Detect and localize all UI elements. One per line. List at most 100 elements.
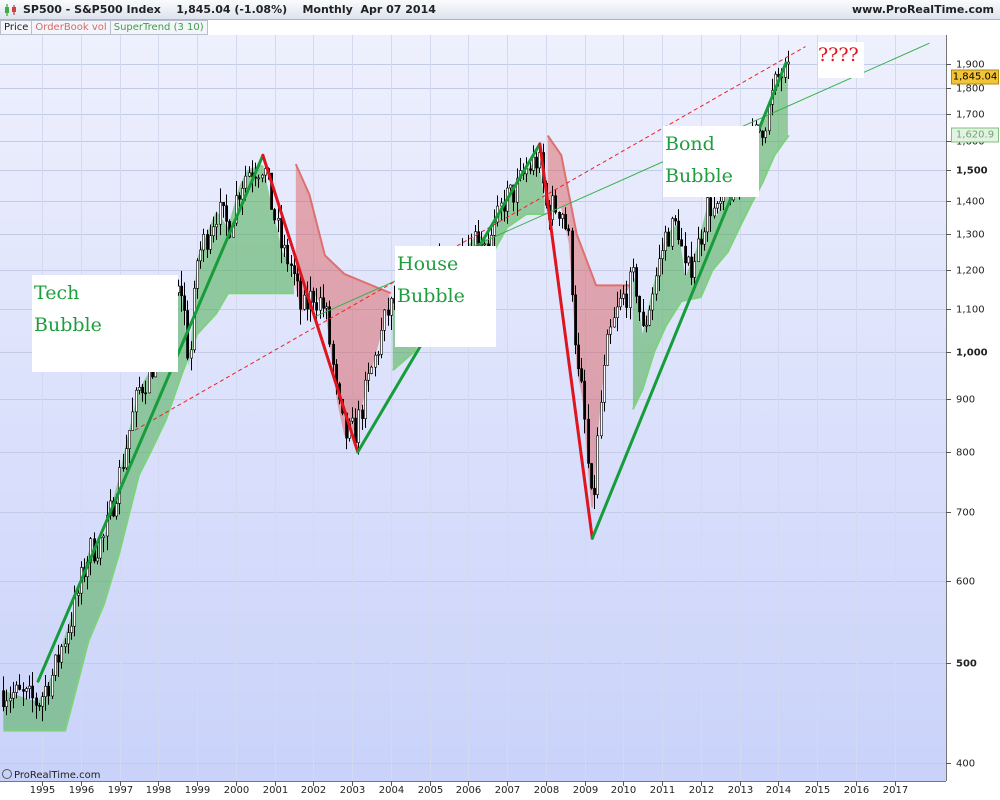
tech-bubble-line-2: Bubble: [34, 314, 102, 336]
legend-supertrend[interactable]: SuperTrend (3 10): [109, 20, 208, 35]
price-tick-label: 1,700: [956, 109, 985, 120]
tech-crash-line[interactable]: [261, 153, 360, 454]
candle-body: [532, 156, 536, 171]
last-price-change: 1,845.04 (-1.08%): [176, 3, 288, 16]
candle-body: [367, 373, 371, 381]
price-tick-label: 700: [956, 507, 976, 518]
supertrend-down-fill: [295, 164, 390, 436]
candle-body: [571, 230, 575, 296]
house-bubble-line-2: Bubble: [397, 285, 465, 307]
candle-body: [31, 685, 35, 699]
candle-body: [567, 228, 571, 232]
candle-body: [593, 487, 597, 495]
tech-rise-line[interactable]: [36, 153, 265, 683]
candle-body: [18, 684, 22, 690]
candle-body: [128, 430, 132, 449]
price-tick-label: 800: [956, 447, 976, 458]
candle-body: [9, 697, 13, 702]
candle-body: [96, 557, 100, 562]
candle-body: [315, 302, 319, 311]
supertrend-up-line: [3, 292, 294, 732]
candle-body: [215, 224, 219, 228]
candle-body: [664, 231, 668, 251]
candle-body: [709, 197, 713, 217]
candle-body: [667, 231, 671, 247]
candle-body: [680, 239, 684, 247]
candle-body: [377, 354, 381, 356]
time-tick-label: 2000: [223, 785, 250, 796]
time-tick-label: 2015: [804, 785, 831, 796]
candle-body: [77, 592, 81, 596]
candle-body: [60, 646, 64, 663]
candle-body: [222, 202, 226, 206]
price-tick-label: 400: [956, 758, 976, 769]
time-tick-label: 1996: [68, 785, 95, 796]
question-note: ????: [818, 42, 864, 78]
candle-body: [483, 243, 487, 246]
candle-body: [28, 685, 32, 689]
candle-body: [600, 401, 604, 437]
candle-body: [764, 130, 768, 138]
candle-body: [57, 654, 61, 663]
candle-body: [383, 309, 387, 331]
candle-body: [674, 218, 678, 222]
price-tick-label: 1,500: [956, 165, 988, 176]
candle-body: [596, 435, 600, 495]
house-crash-line[interactable]: [538, 142, 594, 540]
candle-body: [713, 207, 717, 217]
candle-body: [690, 256, 694, 278]
candle-body: [312, 290, 316, 303]
site-url[interactable]: www.ProRealTime.com: [851, 3, 994, 16]
candle-body: [47, 685, 51, 697]
candle-body: [290, 263, 294, 266]
candle-body: [609, 326, 613, 335]
supertrend-down-line: [546, 134, 631, 287]
legend-orderbook-vol[interactable]: OrderBook vol: [31, 20, 111, 35]
candle-body: [361, 409, 365, 419]
candle-body: [235, 195, 239, 224]
candle-body: [51, 675, 55, 697]
candle-body: [115, 503, 119, 517]
candle-body: [277, 218, 281, 221]
last-price-tag: 1,845.04: [951, 69, 999, 85]
candle-body: [677, 220, 681, 241]
time-tick-label: 2008: [533, 785, 560, 796]
candle-body: [684, 245, 688, 264]
candle-body: [15, 684, 19, 693]
candle-body: [202, 234, 206, 251]
candle-body: [102, 535, 106, 538]
price-tick-label: 900: [956, 394, 976, 405]
tech-bubble-note: Tech Bubble: [32, 275, 178, 372]
supertrend-up-fill: [3, 164, 294, 731]
candle-body: [332, 343, 336, 365]
legend-price[interactable]: Price: [0, 20, 33, 35]
candle-body: [64, 643, 68, 647]
copyright: ProRealTime.com: [2, 769, 100, 781]
price-tick-label: 1,800: [956, 83, 985, 94]
candle-body: [658, 258, 662, 277]
candle-body: [700, 238, 704, 245]
chart-header: SP500 - S&P500 Index 1,845.04 (-1.08%) M…: [0, 0, 1000, 20]
candle-body: [138, 386, 142, 391]
copyright-text: ProRealTime.com: [14, 770, 101, 781]
candle-body: [212, 226, 216, 237]
time-tick-label: 1997: [107, 785, 134, 796]
supertrend-down-line: [294, 163, 392, 295]
price-axis[interactable]: 400 500 600 700 800 900 1,000 1,100 1,200 1,300 1,…: [948, 0, 1000, 800]
candle-body: [535, 156, 539, 169]
candle-body: [583, 380, 587, 420]
time-tick-label: 2005: [417, 785, 444, 796]
candle-body: [671, 218, 675, 247]
candle-body: [190, 349, 194, 359]
supertrend-up-line: [632, 134, 790, 410]
candle-body: [286, 244, 290, 265]
symbol-name: SP500 - S&P500 Index: [23, 3, 161, 16]
candle-body: [35, 697, 39, 706]
candle-body: [551, 195, 555, 220]
time-tick-label: 2009: [572, 785, 599, 796]
time-tick-label: 2013: [727, 785, 754, 796]
upper-channel-line[interactable]: [134, 46, 806, 431]
candle-body: [351, 417, 355, 422]
time-tick-label: 1999: [184, 785, 211, 796]
